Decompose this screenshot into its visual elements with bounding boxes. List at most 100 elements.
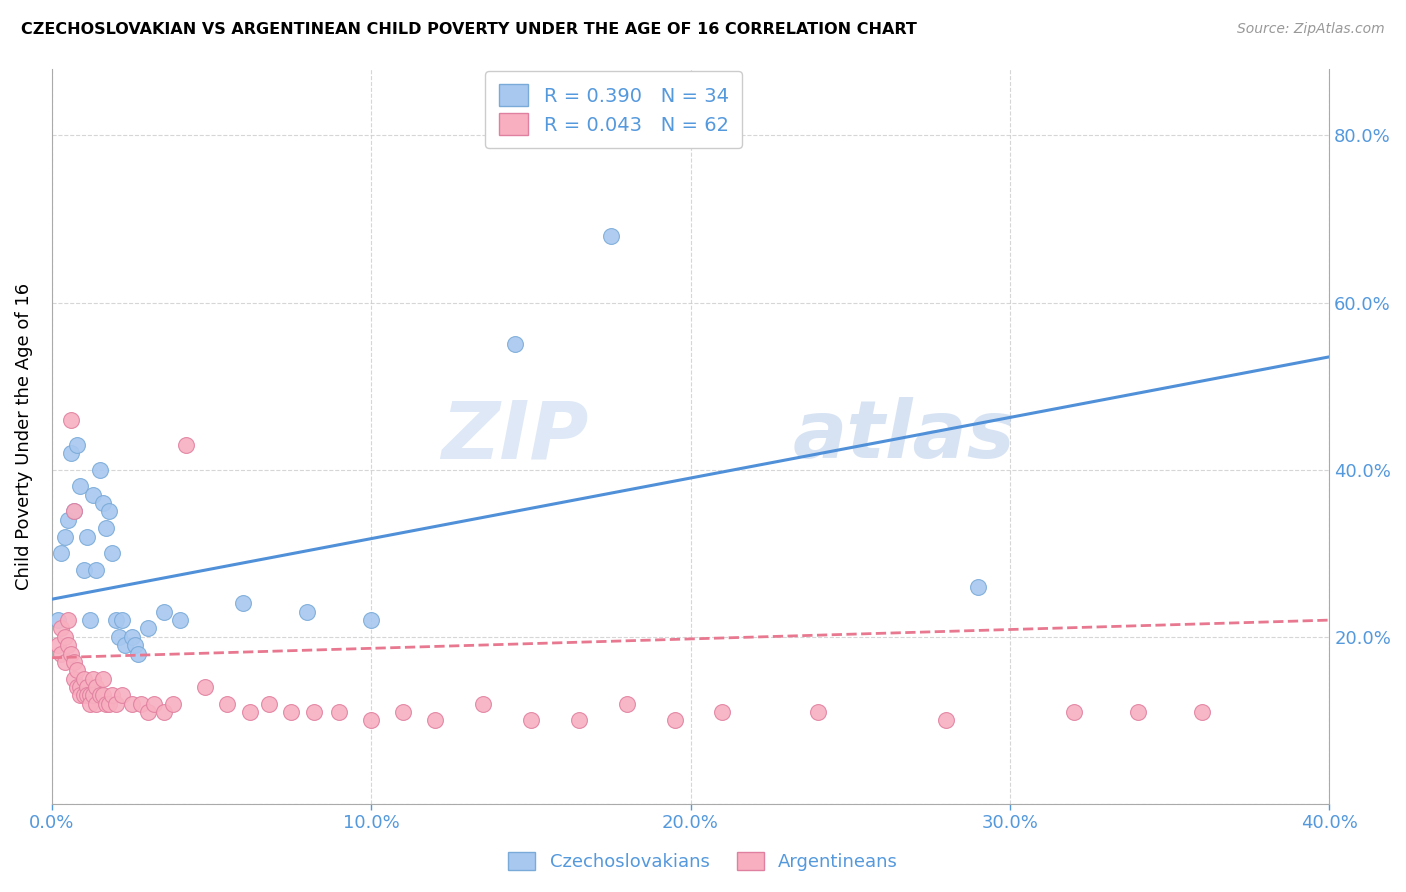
- Point: [59, 647, 82, 661]
- Point: [297, 605, 319, 619]
- Point: [79, 613, 101, 627]
- Point: [63, 672, 86, 686]
- Point: [360, 714, 382, 728]
- Legend: Czechoslovakians, Argentineans: Czechoslovakians, Argentineans: [501, 845, 905, 879]
- Point: [98, 697, 121, 711]
- Point: [239, 705, 262, 719]
- Point: [82, 689, 104, 703]
- Point: [101, 689, 124, 703]
- Point: [1063, 705, 1085, 719]
- Point: [79, 697, 101, 711]
- Point: [101, 546, 124, 560]
- Text: ZIP: ZIP: [441, 397, 588, 475]
- Point: [471, 697, 494, 711]
- Point: [616, 697, 638, 711]
- Point: [1191, 705, 1213, 719]
- Text: CZECHOSLOVAKIAN VS ARGENTINEAN CHILD POVERTY UNDER THE AGE OF 16 CORRELATION CHA: CZECHOSLOVAKIAN VS ARGENTINEAN CHILD POV…: [21, 22, 917, 37]
- Point: [232, 596, 254, 610]
- Point: [59, 446, 82, 460]
- Point: [217, 697, 239, 711]
- Point: [73, 563, 96, 577]
- Point: [328, 705, 350, 719]
- Point: [69, 689, 91, 703]
- Point: [194, 680, 217, 694]
- Point: [76, 530, 98, 544]
- Point: [108, 630, 131, 644]
- Point: [599, 228, 621, 243]
- Point: [53, 630, 76, 644]
- Point: [79, 689, 101, 703]
- Point: [257, 697, 280, 711]
- Point: [124, 638, 146, 652]
- Point: [69, 479, 91, 493]
- Point: [82, 672, 104, 686]
- Point: [568, 714, 591, 728]
- Point: [121, 697, 143, 711]
- Point: [280, 705, 302, 719]
- Point: [63, 655, 86, 669]
- Legend: R = 0.390   N = 34, R = 0.043   N = 62: R = 0.390 N = 34, R = 0.043 N = 62: [485, 70, 742, 148]
- Point: [129, 697, 152, 711]
- Point: [73, 672, 96, 686]
- Point: [169, 613, 191, 627]
- Point: [520, 714, 543, 728]
- Point: [392, 705, 415, 719]
- Point: [711, 705, 734, 719]
- Point: [59, 412, 82, 426]
- Point: [360, 613, 382, 627]
- Point: [53, 530, 76, 544]
- Point: [89, 463, 111, 477]
- Point: [114, 638, 136, 652]
- Point: [142, 697, 165, 711]
- Point: [152, 605, 174, 619]
- Point: [86, 697, 108, 711]
- Point: [935, 714, 957, 728]
- Point: [56, 513, 79, 527]
- Point: [136, 705, 159, 719]
- Point: [152, 705, 174, 719]
- Point: [63, 504, 86, 518]
- Point: [136, 622, 159, 636]
- Point: [94, 521, 117, 535]
- Text: Source: ZipAtlas.com: Source: ZipAtlas.com: [1237, 22, 1385, 37]
- Point: [86, 563, 108, 577]
- Point: [51, 622, 73, 636]
- Point: [302, 705, 325, 719]
- Point: [86, 680, 108, 694]
- Point: [46, 638, 69, 652]
- Point: [89, 689, 111, 703]
- Point: [91, 689, 114, 703]
- Point: [51, 546, 73, 560]
- Point: [82, 488, 104, 502]
- Point: [69, 680, 91, 694]
- Point: [1126, 705, 1149, 719]
- Point: [56, 613, 79, 627]
- Point: [94, 697, 117, 711]
- Point: [104, 697, 127, 711]
- Text: atlas: atlas: [793, 397, 1015, 475]
- Point: [51, 647, 73, 661]
- Point: [76, 689, 98, 703]
- Point: [121, 630, 143, 644]
- Point: [162, 697, 184, 711]
- Point: [503, 337, 526, 351]
- Point: [104, 613, 127, 627]
- Point: [111, 613, 134, 627]
- Point: [111, 689, 134, 703]
- Point: [66, 663, 89, 677]
- Point: [46, 613, 69, 627]
- Point: [174, 437, 197, 451]
- Point: [56, 638, 79, 652]
- Point: [66, 437, 89, 451]
- Point: [91, 672, 114, 686]
- Point: [807, 705, 830, 719]
- Point: [664, 714, 686, 728]
- Point: [127, 647, 149, 661]
- Point: [53, 655, 76, 669]
- Point: [967, 580, 990, 594]
- Point: [98, 504, 121, 518]
- Point: [63, 504, 86, 518]
- Point: [91, 496, 114, 510]
- Point: [423, 714, 446, 728]
- Point: [66, 680, 89, 694]
